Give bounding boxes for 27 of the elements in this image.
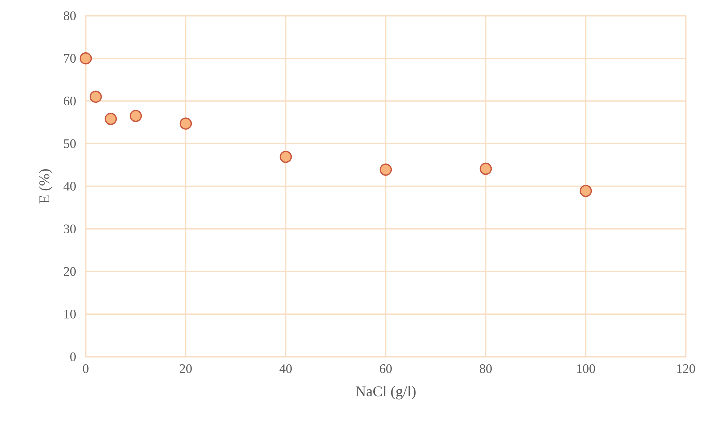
y-axis-title: E (%) <box>39 170 53 204</box>
point <box>280 150 292 164</box>
y-tick-label: 70 <box>64 54 76 63</box>
x-tick-label: 20 <box>180 364 192 374</box>
point <box>380 164 392 176</box>
y-tick-label: 40 <box>64 182 76 191</box>
y-tick-label: 10 <box>64 310 76 319</box>
x-axis-title: NaCl (g/l) <box>356 386 416 400</box>
point <box>480 162 492 176</box>
point <box>180 118 192 130</box>
point <box>80 52 92 65</box>
y-tick-label: 0 <box>70 352 76 362</box>
x-tick-label: 120 <box>677 364 696 374</box>
point <box>580 185 592 198</box>
x-tick-label: 80 <box>480 364 492 374</box>
point <box>130 110 142 122</box>
point <box>104 113 118 126</box>
y-tick-label: 50 <box>64 140 76 148</box>
x-tick-label: 60 <box>380 364 392 374</box>
y-tick-label: 80 <box>64 12 76 20</box>
y-tick-label: 20 <box>64 267 76 276</box>
point <box>90 90 102 104</box>
y-tick-label: 30 <box>64 224 76 234</box>
x-tick-label: 40 <box>280 364 292 374</box>
y-tick-label: 60 <box>64 96 76 106</box>
x-tick-label: 0 <box>83 364 89 374</box>
x-tick-label: 100 <box>577 364 596 374</box>
